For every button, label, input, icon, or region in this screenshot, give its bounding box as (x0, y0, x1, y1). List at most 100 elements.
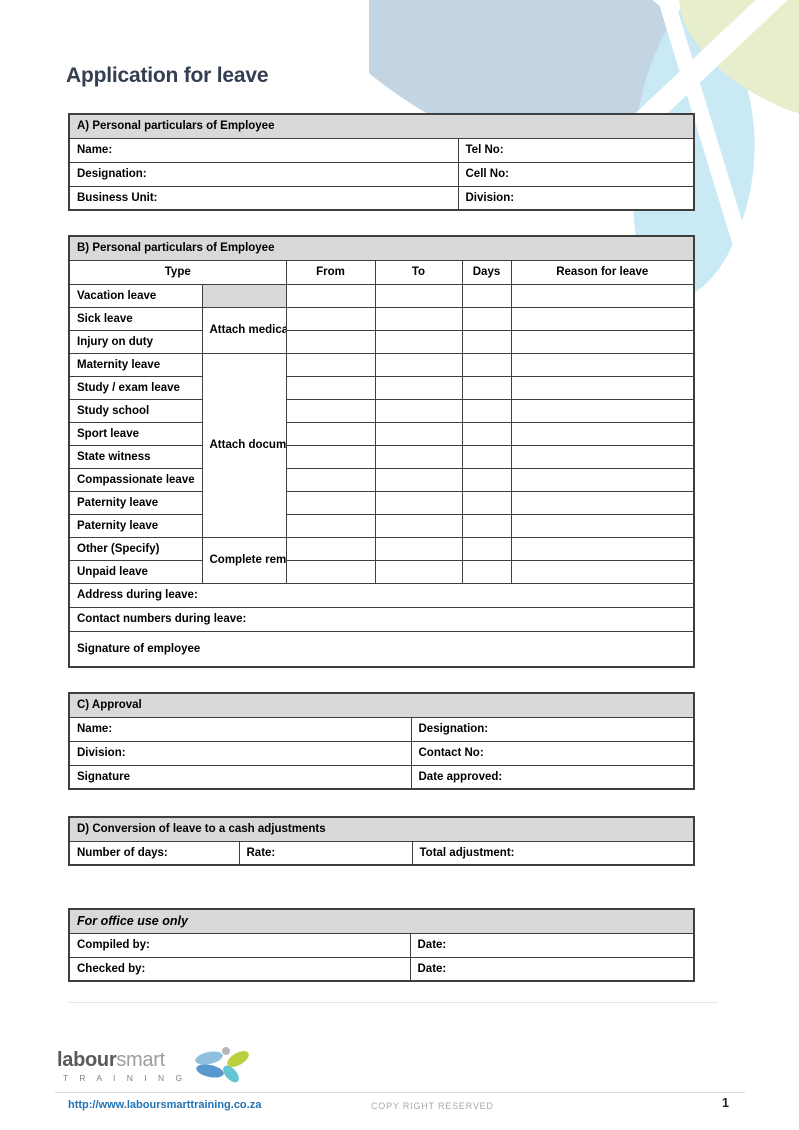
from-cell (285, 283, 376, 308)
from-cell (285, 375, 376, 400)
reason-cell (510, 490, 695, 515)
contact-numbers-label: Contact numbers during leave: (68, 606, 695, 632)
leave-type-study-exam: Study / exam leave (68, 375, 203, 400)
days-cell (461, 375, 512, 400)
to-cell (374, 467, 463, 492)
footer-divider-line (55, 1092, 745, 1093)
note-complete-remarks: Complete remarks column (201, 536, 287, 584)
from-cell (285, 467, 376, 492)
field-label-business-unit: Business Unit: (68, 185, 459, 211)
reason-cell (510, 536, 695, 561)
from-cell (285, 536, 376, 561)
to-cell (374, 375, 463, 400)
leave-type-other: Other (Specify) (68, 536, 203, 561)
to-cell (374, 329, 463, 354)
leave-type-injury: Injury on duty (68, 329, 203, 354)
approval-division-label: Division: (68, 740, 412, 766)
days-cell (461, 559, 512, 584)
leave-type-unpaid: Unpaid leave (68, 559, 203, 584)
to-cell (374, 536, 463, 561)
approval-designation-label: Designation: (410, 716, 695, 742)
leave-type-state-witness: State witness (68, 444, 203, 469)
section-c-table: C) Approval Name: Designation: Division:… (68, 692, 695, 790)
days-cell (461, 421, 512, 446)
leave-type-compassionate: Compassionate leave (68, 467, 203, 492)
to-cell (374, 559, 463, 584)
footer-website-link[interactable]: http://www.laboursmarttraining.co.za (68, 1099, 262, 1111)
leave-type-sport: Sport leave (68, 421, 203, 446)
from-cell (285, 398, 376, 423)
days-cell (461, 283, 512, 308)
to-cell (374, 513, 463, 538)
laboursmart-logo: laboursmart T R A I N I N G (57, 1047, 251, 1087)
from-cell (285, 444, 376, 469)
section-d-title: D) Conversion of leave to a cash adjustm… (68, 816, 695, 842)
logo-text-training: T R A I N I N G (63, 1073, 187, 1083)
days-cell (461, 513, 512, 538)
days-cell (461, 444, 512, 469)
field-label-tel-no: Tel No: (457, 137, 695, 163)
field-label-division: Division: (457, 185, 695, 211)
checked-date-label: Date: (409, 956, 695, 982)
from-cell (285, 490, 376, 515)
to-cell (374, 283, 463, 308)
leave-type-study-school: Study school (68, 398, 203, 423)
field-label-name: Name: (68, 137, 459, 163)
reason-cell (510, 375, 695, 400)
reason-cell (510, 559, 695, 584)
to-cell (374, 490, 463, 515)
leave-type-paternity-2: Paternity leave (68, 513, 203, 538)
reason-cell (510, 513, 695, 538)
office-use-title: For office use only (68, 908, 695, 934)
compiled-by-label: Compiled by: (68, 932, 411, 958)
rate-label: Rate: (238, 840, 413, 866)
logo-text-smart: smart (116, 1049, 165, 1071)
reason-cell (510, 467, 695, 492)
approval-signature-label: Signature (68, 764, 412, 790)
reason-cell (510, 444, 695, 469)
page-number: 1 (722, 1096, 729, 1110)
section-a-table: A) Personal particulars of Employee Name… (68, 113, 696, 211)
column-header-from: From (285, 259, 376, 285)
number-of-days-label: Number of days: (68, 840, 240, 866)
days-cell (461, 352, 512, 377)
logo-text-labour: labour (57, 1049, 117, 1071)
section-c-title: C) Approval (68, 692, 695, 718)
section-divider-line (68, 1002, 718, 1003)
note-attach-medical: Attach medical Certificate (201, 306, 287, 354)
leave-type-vacation: Vacation leave (68, 283, 203, 308)
days-cell (461, 467, 512, 492)
note-attach-documentation: Attach documentation (201, 352, 287, 538)
from-cell (285, 513, 376, 538)
copyright-text: COPY RIGHT RESERVED (371, 1101, 494, 1111)
leave-type-maternity: Maternity leave (68, 352, 203, 377)
page-title: Application for leave (66, 64, 269, 87)
reason-cell (510, 352, 695, 377)
signature-of-employee-label: Signature of employee (68, 630, 695, 668)
note-cell-vacation (201, 283, 287, 308)
days-cell (461, 536, 512, 561)
checked-by-label: Checked by: (68, 956, 411, 982)
days-cell (461, 398, 512, 423)
leave-type-sick: Sick leave (68, 306, 203, 331)
section-a-title: A) Personal particulars of Employee (68, 113, 695, 139)
to-cell (374, 444, 463, 469)
office-use-table: For office use only Compiled by: Date: C… (68, 908, 695, 982)
column-header-to: To (374, 259, 463, 285)
reason-cell (510, 329, 695, 354)
to-cell (374, 398, 463, 423)
to-cell (374, 352, 463, 377)
section-b-title: B) Personal particulars of Employee (68, 235, 695, 261)
leave-type-paternity-1: Paternity leave (68, 490, 203, 515)
from-cell (285, 306, 376, 331)
days-cell (461, 490, 512, 515)
from-cell (285, 352, 376, 377)
approval-name-label: Name: (68, 716, 412, 742)
approval-contact-no-label: Contact No: (410, 740, 695, 766)
days-cell (461, 306, 512, 331)
reason-cell (510, 283, 695, 308)
column-header-days: Days (461, 259, 512, 285)
logo-flower-icon (194, 1047, 249, 1083)
from-cell (285, 329, 376, 354)
